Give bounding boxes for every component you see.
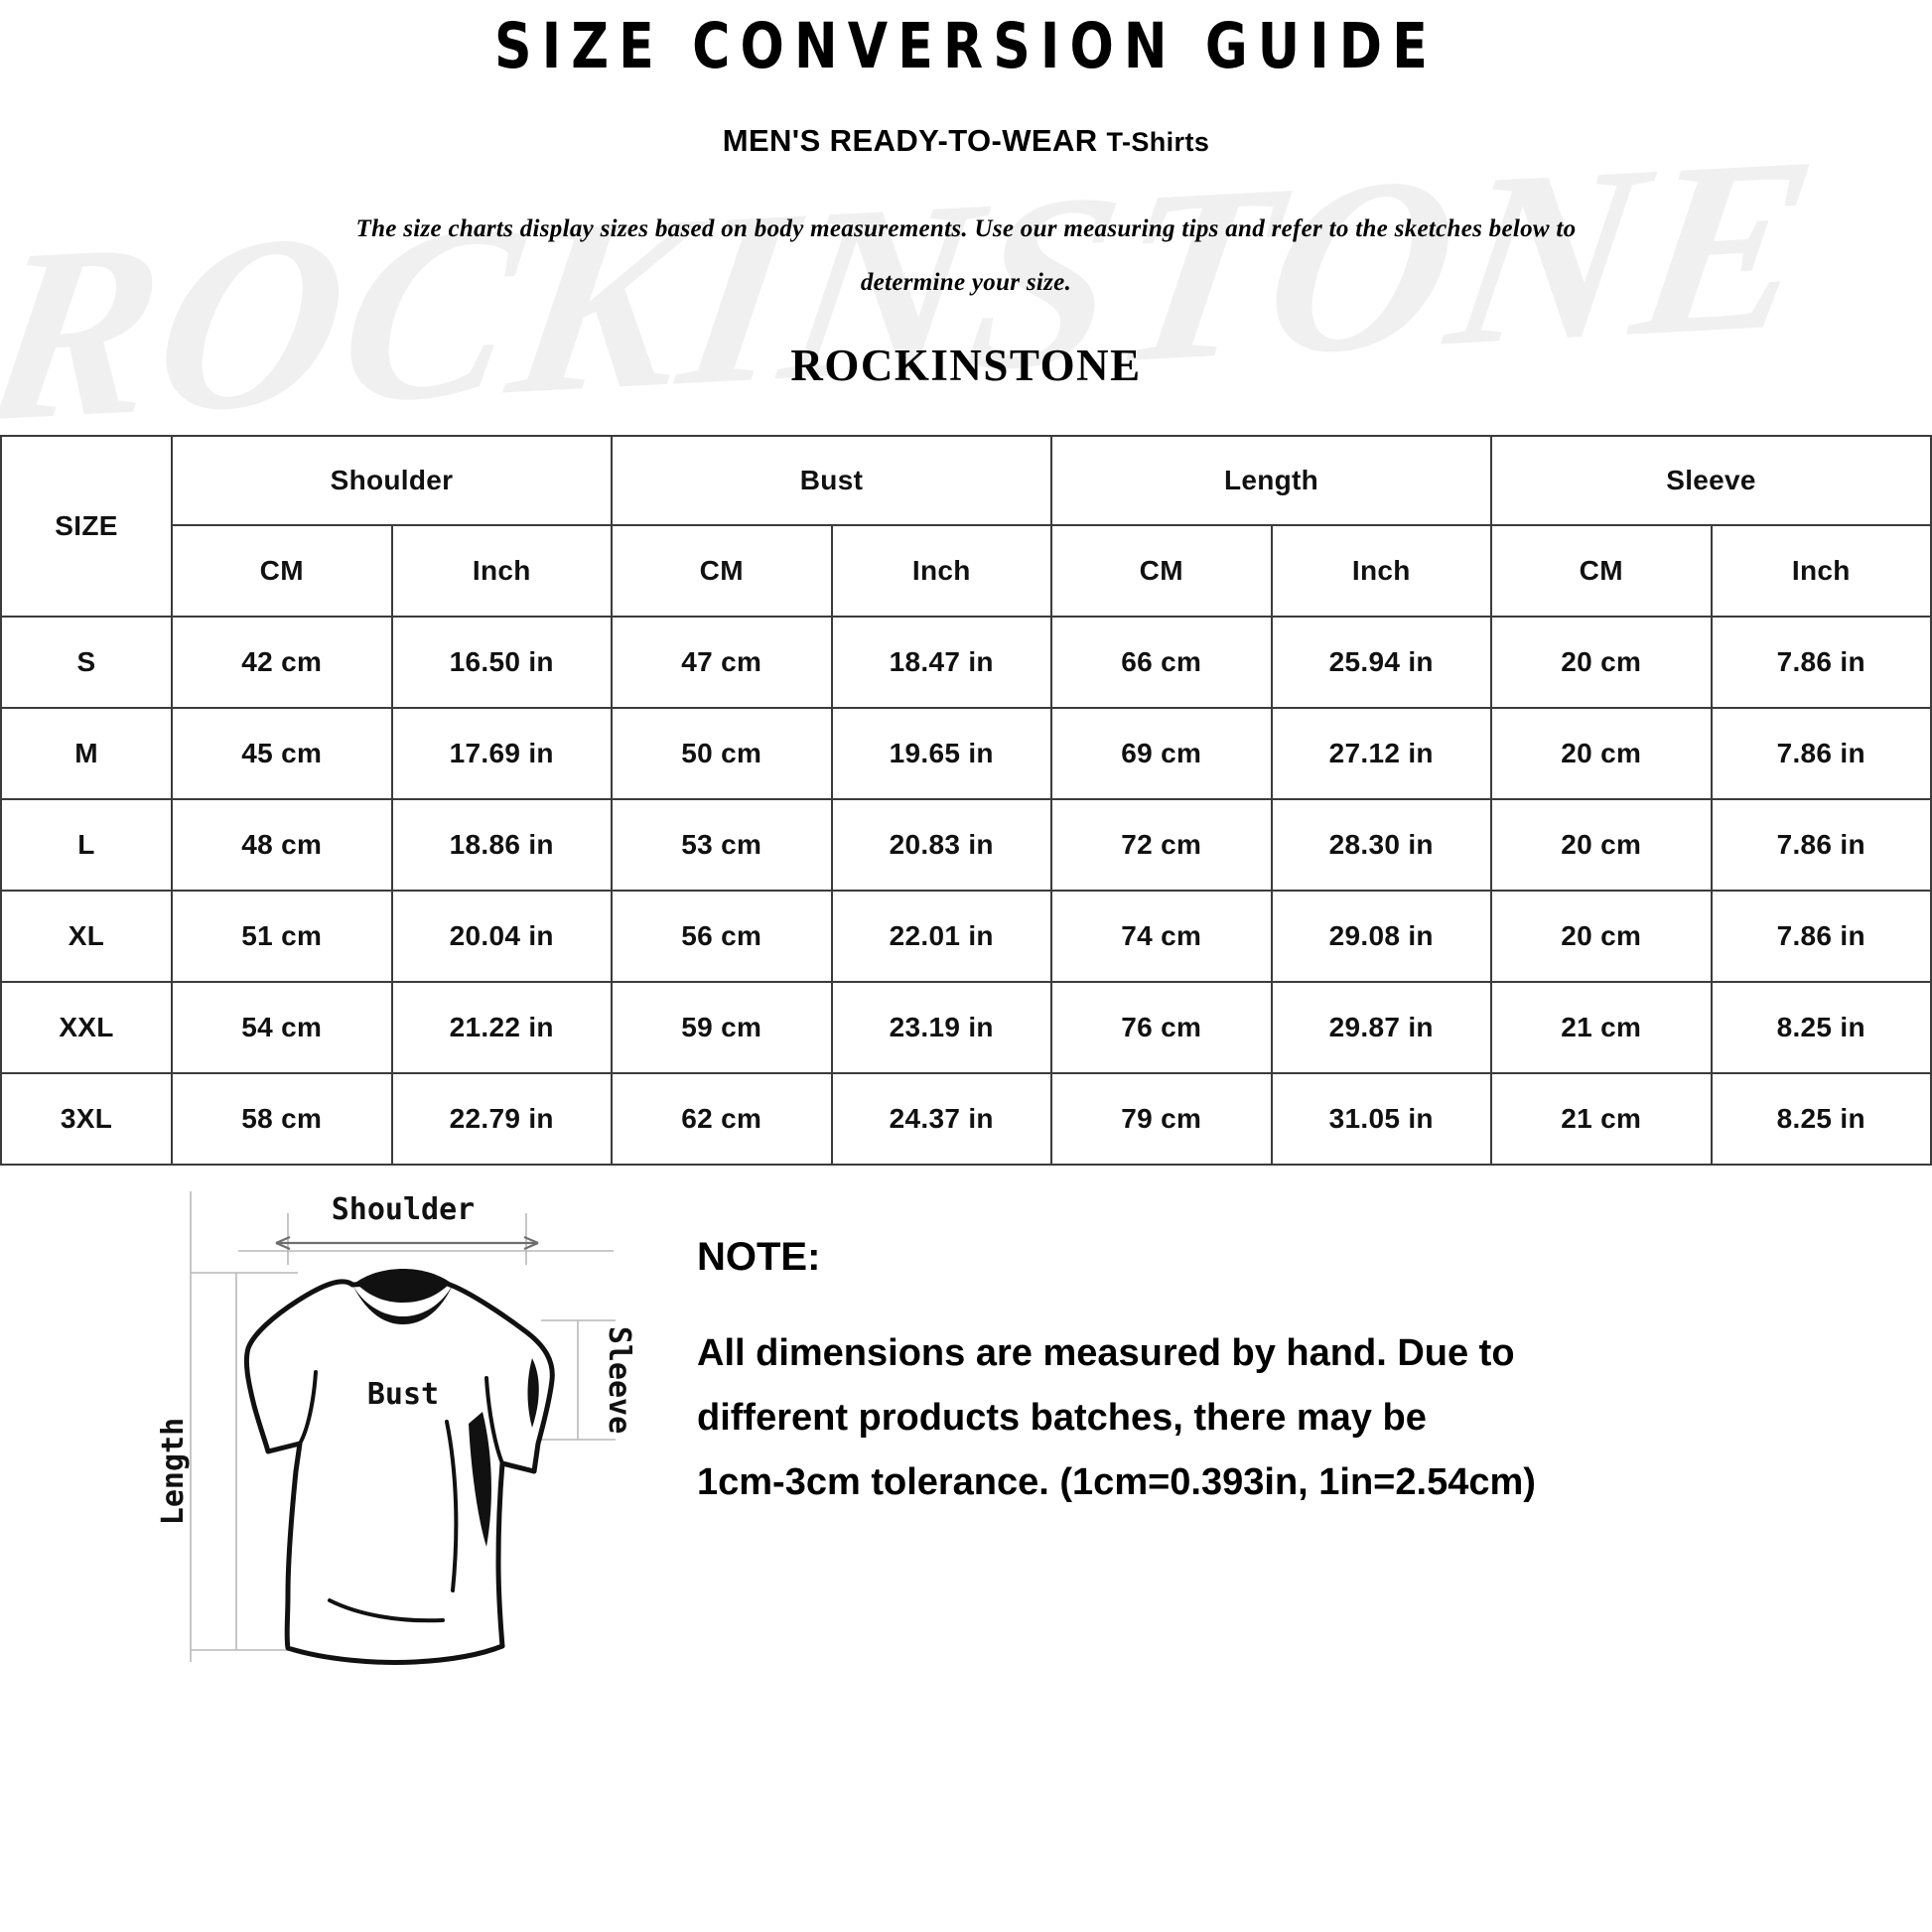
note-line-2: different products batches, there may be bbox=[697, 1397, 1427, 1439]
cell-length-cm: 66 cm bbox=[1050, 615, 1273, 709]
cell-sleeve-inch: 7.86 in bbox=[1710, 797, 1932, 892]
header-cell-size: SIZE bbox=[0, 434, 173, 618]
page-description: The size charts display sizes based on b… bbox=[355, 215, 1577, 296]
cell-sleeve-inch: 7.86 in bbox=[1710, 706, 1932, 800]
bottom-section: Shoulder Bust Length Sleeve NOTE: All di… bbox=[0, 1173, 1932, 1680]
header-cell-unit-shoulder-cm: CM bbox=[171, 523, 393, 618]
cell-bust-inch: 20.83 in bbox=[830, 797, 1052, 892]
cell-length-cm: 79 cm bbox=[1050, 1071, 1273, 1166]
note-block: NOTE: All dimensions are measured by han… bbox=[655, 1173, 1932, 1516]
table-group-header-row: SIZE Shoulder Bust Length Sleeve bbox=[0, 434, 1932, 618]
brand-name: ROCKINSTONE bbox=[790, 340, 1142, 390]
table-row: L 48 cm 18.86 in 53 cm 20.83 in 72 cm 28… bbox=[0, 797, 1932, 892]
cell-length-cm: 74 cm bbox=[1050, 889, 1273, 983]
note-title: NOTE: bbox=[697, 1234, 821, 1279]
cell-sleeve-cm: 21 cm bbox=[1490, 1071, 1713, 1166]
cell-size: S bbox=[0, 615, 173, 709]
cell-length-inch: 28.30 in bbox=[1270, 797, 1492, 892]
cell-sleeve-inch: 8.25 in bbox=[1710, 980, 1932, 1074]
cell-shoulder-cm: 48 cm bbox=[171, 797, 393, 892]
cell-shoulder-cm: 51 cm bbox=[171, 889, 393, 983]
cell-shoulder-inch: 17.69 in bbox=[390, 706, 613, 800]
cell-bust-inch: 18.47 in bbox=[830, 615, 1052, 709]
cell-bust-inch: 24.37 in bbox=[830, 1071, 1052, 1166]
cell-length-inch: 31.05 in bbox=[1270, 1071, 1492, 1166]
cell-shoulder-inch: 20.04 in bbox=[390, 889, 613, 983]
page-title: SIZE CONVERSION GUIDE bbox=[494, 10, 1438, 82]
subtitle-product: T-Shirts bbox=[1106, 127, 1210, 158]
cell-size: XL bbox=[0, 889, 173, 983]
table-row: XXL 54 cm 21.22 in 59 cm 23.19 in 76 cm … bbox=[0, 980, 1932, 1074]
cell-bust-cm: 59 cm bbox=[611, 980, 833, 1074]
header-cell-group-length: Length bbox=[1050, 434, 1492, 526]
cell-shoulder-cm: 58 cm bbox=[171, 1071, 393, 1166]
cell-length-cm: 76 cm bbox=[1050, 980, 1273, 1074]
tshirt-shadows bbox=[469, 1357, 539, 1547]
cell-size: L bbox=[0, 797, 173, 892]
header-cell-unit-shoulder-inch: Inch bbox=[390, 523, 613, 618]
cell-sleeve-cm: 20 cm bbox=[1490, 706, 1713, 800]
cell-sleeve-cm: 21 cm bbox=[1490, 980, 1713, 1074]
cell-shoulder-inch: 21.22 in bbox=[390, 980, 613, 1074]
header-cell-unit-sleeve-inch: Inch bbox=[1710, 523, 1932, 618]
header-cell-unit-bust-cm: CM bbox=[611, 523, 833, 618]
header-cell-unit-bust-inch: Inch bbox=[830, 523, 1052, 618]
tshirt-folds bbox=[298, 1369, 504, 1622]
cell-length-cm: 69 cm bbox=[1050, 706, 1273, 800]
dimension-guides bbox=[190, 1190, 616, 1662]
header-cell-group-sleeve: Sleeve bbox=[1490, 434, 1932, 526]
cell-bust-cm: 56 cm bbox=[611, 889, 833, 983]
size-conversion-table: SIZE Shoulder Bust Length Sleeve CM Inch… bbox=[0, 434, 1932, 1166]
cell-length-cm: 72 cm bbox=[1050, 797, 1273, 892]
note-line-1: All dimensions are measured by hand. Due… bbox=[697, 1331, 1515, 1374]
cell-bust-inch: 23.19 in bbox=[830, 980, 1052, 1074]
cell-sleeve-cm: 20 cm bbox=[1490, 615, 1713, 709]
header-cell-unit-length-cm: CM bbox=[1050, 523, 1273, 618]
cell-bust-cm: 62 cm bbox=[611, 1071, 833, 1166]
cell-bust-cm: 47 cm bbox=[611, 615, 833, 709]
cell-sleeve-cm: 20 cm bbox=[1490, 889, 1713, 983]
diagram-label-bust: Bust bbox=[367, 1377, 439, 1412]
note-line-3: 1cm-3cm tolerance. (1cm=0.393in, 1in=2.5… bbox=[697, 1461, 1536, 1504]
cell-size: XXL bbox=[0, 980, 173, 1074]
cell-sleeve-inch: 7.86 in bbox=[1710, 615, 1932, 709]
cell-sleeve-inch: 7.86 in bbox=[1710, 889, 1932, 983]
cell-sleeve-cm: 20 cm bbox=[1490, 797, 1713, 892]
cell-length-inch: 29.08 in bbox=[1270, 889, 1492, 983]
cell-shoulder-inch: 22.79 in bbox=[390, 1071, 613, 1166]
table-unit-header-row: CM Inch CM Inch CM Inch CM Inch bbox=[1, 523, 1932, 618]
table-row: 3XL 58 cm 22.79 in 62 cm 24.37 in 79 cm … bbox=[0, 1071, 1932, 1166]
cell-size: 3XL bbox=[0, 1071, 173, 1166]
cell-bust-inch: 22.01 in bbox=[830, 889, 1052, 983]
cell-shoulder-inch: 18.86 in bbox=[390, 797, 613, 892]
cell-shoulder-cm: 42 cm bbox=[171, 615, 393, 709]
tshirt-collar bbox=[352, 1268, 453, 1324]
header-cell-unit-length-inch: Inch bbox=[1270, 523, 1492, 618]
cell-sleeve-inch: 8.25 in bbox=[1710, 1071, 1932, 1166]
cell-shoulder-cm: 45 cm bbox=[171, 706, 393, 800]
cell-length-inch: 27.12 in bbox=[1270, 706, 1492, 800]
table-row: XL 51 cm 20.04 in 56 cm 22.01 in 74 cm 2… bbox=[0, 889, 1932, 983]
page-subtitle: MEN'S READY-TO-WEAR T-Shirts bbox=[0, 123, 1932, 159]
subtitle-category: MEN'S READY-TO-WEAR bbox=[722, 123, 1098, 159]
table-row: S 42 cm 16.50 in 47 cm 18.47 in 66 cm 25… bbox=[0, 615, 1932, 709]
cell-bust-cm: 53 cm bbox=[611, 797, 833, 892]
cell-shoulder-inch: 16.50 in bbox=[390, 615, 613, 709]
diagram-label-shoulder: Shoulder bbox=[332, 1192, 476, 1227]
header-cell-unit-sleeve-cm: CM bbox=[1490, 523, 1713, 618]
diagram-label-sleeve: Sleeve bbox=[602, 1325, 636, 1433]
tshirt-outline bbox=[243, 1277, 555, 1665]
table-row: M 45 cm 17.69 in 50 cm 19.65 in 69 cm 27… bbox=[0, 706, 1932, 800]
cell-size: M bbox=[0, 706, 173, 800]
cell-bust-inch: 19.65 in bbox=[830, 706, 1052, 800]
diagram-label-length: Length bbox=[156, 1417, 191, 1524]
cell-length-inch: 25.94 in bbox=[1270, 615, 1492, 709]
tshirt-measurement-diagram: Shoulder Bust Length Sleeve bbox=[0, 1173, 655, 1680]
cell-bust-cm: 50 cm bbox=[611, 706, 833, 800]
header-cell-group-shoulder: Shoulder bbox=[171, 434, 613, 526]
header-cell-group-bust: Bust bbox=[611, 434, 1052, 526]
cell-length-inch: 29.87 in bbox=[1270, 980, 1492, 1074]
cell-shoulder-cm: 54 cm bbox=[171, 980, 393, 1074]
